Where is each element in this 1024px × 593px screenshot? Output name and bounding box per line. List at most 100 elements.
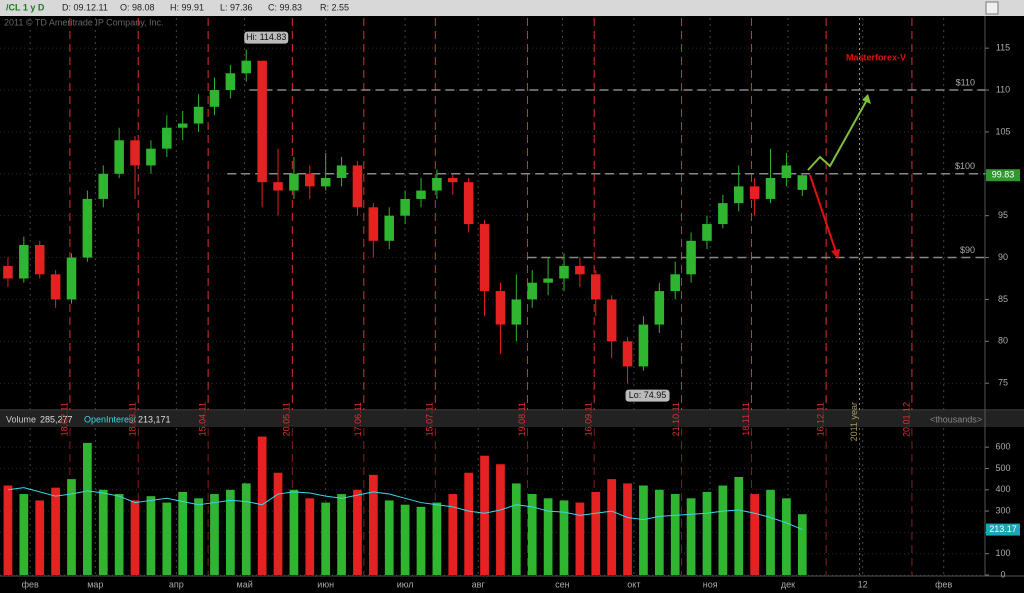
volume-bar — [496, 464, 505, 575]
candle-body — [654, 291, 665, 325]
volume-bar — [480, 455, 489, 575]
candle-body — [416, 190, 426, 199]
y-tick-label: 80 — [998, 336, 1008, 346]
x-tick-label: ноя — [703, 579, 718, 589]
candle-body — [559, 265, 569, 279]
volume-value: 285,277 — [40, 414, 73, 424]
date-marker-label: 2011 year — [849, 402, 859, 441]
volume-bar — [432, 502, 442, 575]
units: <thousands> — [930, 414, 982, 424]
volume-bar — [448, 494, 458, 575]
y-tick-label: 600 — [995, 442, 1010, 452]
candle-body — [702, 224, 712, 241]
y-tick-label: 95 — [998, 210, 1008, 220]
y-tick-label: 400 — [995, 484, 1010, 494]
level-label: $110 — [956, 77, 975, 87]
volume-bar — [241, 483, 251, 575]
header-close: C: 99.83 — [268, 2, 302, 12]
volume-bar — [321, 502, 331, 575]
volume-bar — [194, 498, 203, 575]
volume-bar — [289, 489, 299, 575]
candle-body — [479, 224, 490, 292]
annotation-label: Lo: 74.95 — [629, 390, 667, 400]
date-marker-label: 18.02.11 — [59, 402, 69, 436]
date-marker-label: 17.06.11 — [353, 402, 363, 436]
y-tick-label: 0 — [1000, 569, 1005, 579]
oi-last-box — [986, 523, 1020, 536]
x-tick-label: окт — [627, 579, 640, 589]
candle-body — [19, 244, 29, 279]
volume-bar — [273, 472, 283, 575]
candle-body — [511, 299, 522, 325]
volume-bar — [353, 489, 362, 575]
volume-bar — [337, 494, 346, 575]
candle-body — [273, 182, 283, 191]
volume-bar — [257, 436, 267, 575]
candle-body — [289, 173, 299, 191]
date-marker-label: 20.05.11 — [282, 402, 292, 436]
x-tick-label: апр — [169, 579, 184, 589]
candle-body — [527, 282, 537, 300]
candle-body — [34, 244, 45, 275]
volume-bar — [591, 491, 601, 575]
date-marker-label: 15.04.11 — [197, 402, 207, 436]
symbol: /CL 1 y D — [6, 2, 45, 12]
oi-label: OpenInterest — [84, 414, 137, 424]
candle-body — [305, 173, 315, 187]
volume-bar — [225, 489, 235, 575]
date-marker-label: 15.07.11 — [425, 402, 435, 436]
volume-bar — [766, 489, 775, 575]
volume-label: Volume — [6, 414, 36, 424]
date-marker-label: 18.11.11 — [741, 402, 751, 436]
x-tick-label: мар — [87, 579, 103, 589]
volume-bar — [3, 485, 13, 575]
annotation-box — [244, 31, 289, 44]
header-bar — [0, 0, 1024, 16]
candle-body — [765, 177, 776, 199]
plot: фев мар апр май июн июл авг сен окт ноя дек 12 фев 75… — [0, 16, 1024, 589]
candle-body — [718, 203, 728, 225]
forecast-up-arrow — [807, 97, 869, 171]
candle-body — [257, 60, 267, 183]
candle-body — [622, 341, 633, 367]
annotation-box — [625, 389, 670, 402]
candle-body — [114, 140, 124, 174]
x-tick-label: июл — [397, 579, 414, 589]
volume-bar — [718, 485, 728, 575]
last-price-box — [986, 169, 1020, 182]
x-tick-label: май — [237, 579, 253, 589]
x-tick-label: 12 — [858, 579, 868, 589]
volume-bar — [782, 498, 791, 575]
oi-value: 213,171 — [138, 414, 171, 424]
x-tick-label: фев — [935, 579, 952, 589]
arrow-head — [862, 94, 871, 104]
oi-last-label: 213.17 — [989, 524, 1017, 534]
candle-body — [66, 257, 77, 300]
candle-body — [177, 123, 188, 128]
header-date: D: 09.12.11 — [62, 2, 108, 12]
candle-body — [638, 324, 649, 367]
candle-body — [591, 274, 601, 300]
window-button[interactable] — [985, 1, 999, 15]
candle-body — [3, 265, 13, 279]
header-range: R: 2.55 — [320, 2, 349, 12]
volume-bar — [654, 489, 664, 575]
candle-body — [543, 278, 553, 283]
y-tick-label: 500 — [995, 463, 1010, 473]
volume-bar — [98, 489, 108, 575]
volume-bar — [639, 485, 648, 575]
candle-body — [146, 148, 156, 166]
volume-bar — [511, 483, 521, 575]
volume-bar — [797, 514, 807, 575]
last-price-label: 99.83 — [992, 170, 1015, 180]
candle-body — [606, 299, 617, 342]
candle-body — [209, 90, 220, 107]
candle-body — [495, 291, 506, 325]
candle-body — [336, 165, 347, 178]
volume-bar — [19, 494, 29, 575]
volume-bar — [400, 504, 410, 575]
volume-bar — [35, 500, 45, 575]
copyright: 2011 © TD Ameritrade IP Company, Inc. — [4, 17, 164, 27]
candle-body — [448, 177, 458, 183]
